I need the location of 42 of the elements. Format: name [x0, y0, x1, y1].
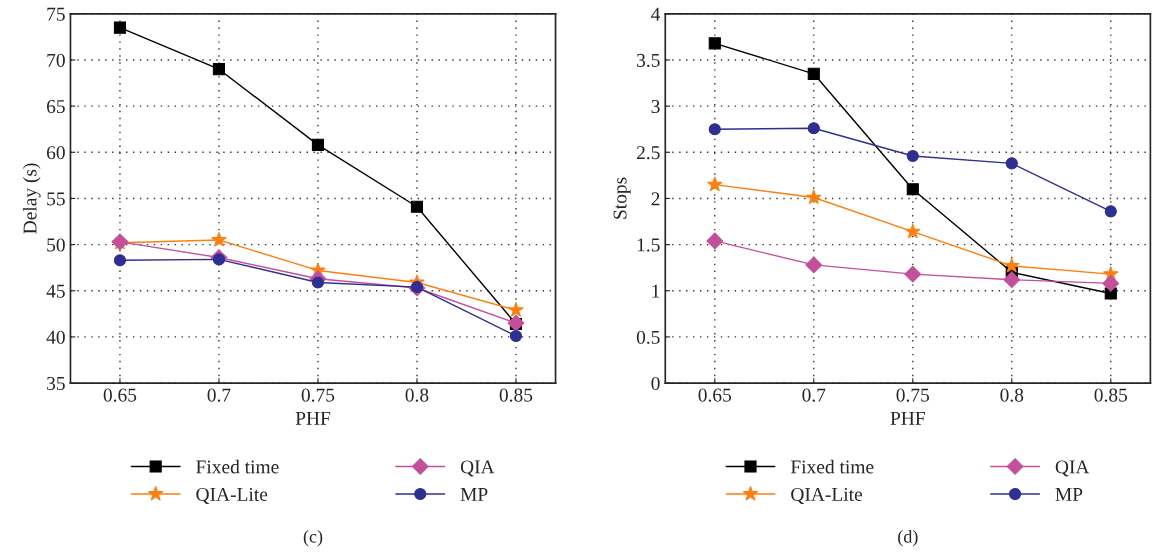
- x-tick-label: 0.7: [207, 388, 231, 402]
- x-axis-title: PHF: [295, 411, 331, 425]
- y-tick-label: 65: [46, 99, 65, 114]
- legend-label: QIA-Lite: [791, 487, 863, 504]
- y-tick-label: 60: [46, 146, 65, 160]
- y-tick-label: 35: [47, 376, 65, 391]
- x-tick-label: 0.7: [802, 388, 826, 402]
- y-tick-label: 40: [46, 330, 65, 344]
- x-tick-label: 0.85: [499, 388, 533, 402]
- y-tick-label: 0.5: [636, 330, 660, 344]
- y-tick-label: 50: [47, 238, 65, 252]
- x-axis-title: PHF: [890, 411, 925, 425]
- y-tick-label: 2: [651, 192, 660, 206]
- y-tick-label: 3.5: [637, 53, 660, 67]
- y-tick-label: 75: [47, 7, 65, 21]
- x-tick-label: 0.65: [103, 388, 137, 402]
- y-tick-label: 1.5: [637, 238, 660, 252]
- text: (c): [303, 530, 323, 547]
- x-tick-label: 0.85: [1094, 388, 1128, 402]
- y-axis-title: Delay (s): [22, 163, 41, 234]
- legend-label: Fixed time: [196, 459, 279, 474]
- x-tick-label: 0.8: [1000, 388, 1024, 402]
- y-tick-label: 4: [651, 7, 661, 21]
- legend-label: MP: [460, 488, 488, 501]
- y-tick-label: 45: [46, 284, 65, 298]
- y-tick-label: 0: [651, 376, 660, 391]
- legend-label: QIA: [1055, 460, 1090, 477]
- legend-label: MP: [1055, 488, 1083, 501]
- legend-label: Fixed time: [790, 459, 874, 474]
- x-tick-label: 0.75: [301, 388, 335, 402]
- y-tick-label: 3: [651, 99, 660, 114]
- x-tick-label: 0.65: [698, 388, 732, 402]
- y-tick-label: 70: [47, 53, 65, 67]
- y-tick-label: 2.5: [636, 146, 660, 160]
- legend-label: QIA-Lite: [196, 487, 268, 504]
- y-tick-label: 55: [47, 192, 65, 206]
- x-tick-label: 0.75: [896, 388, 930, 402]
- x-tick-label: 0.8: [405, 388, 429, 402]
- legend-label: QIA: [460, 460, 495, 477]
- text: (d): [898, 530, 918, 547]
- y-tick-label: 1: [652, 284, 660, 298]
- y-axis-title: Stops: [613, 177, 631, 219]
